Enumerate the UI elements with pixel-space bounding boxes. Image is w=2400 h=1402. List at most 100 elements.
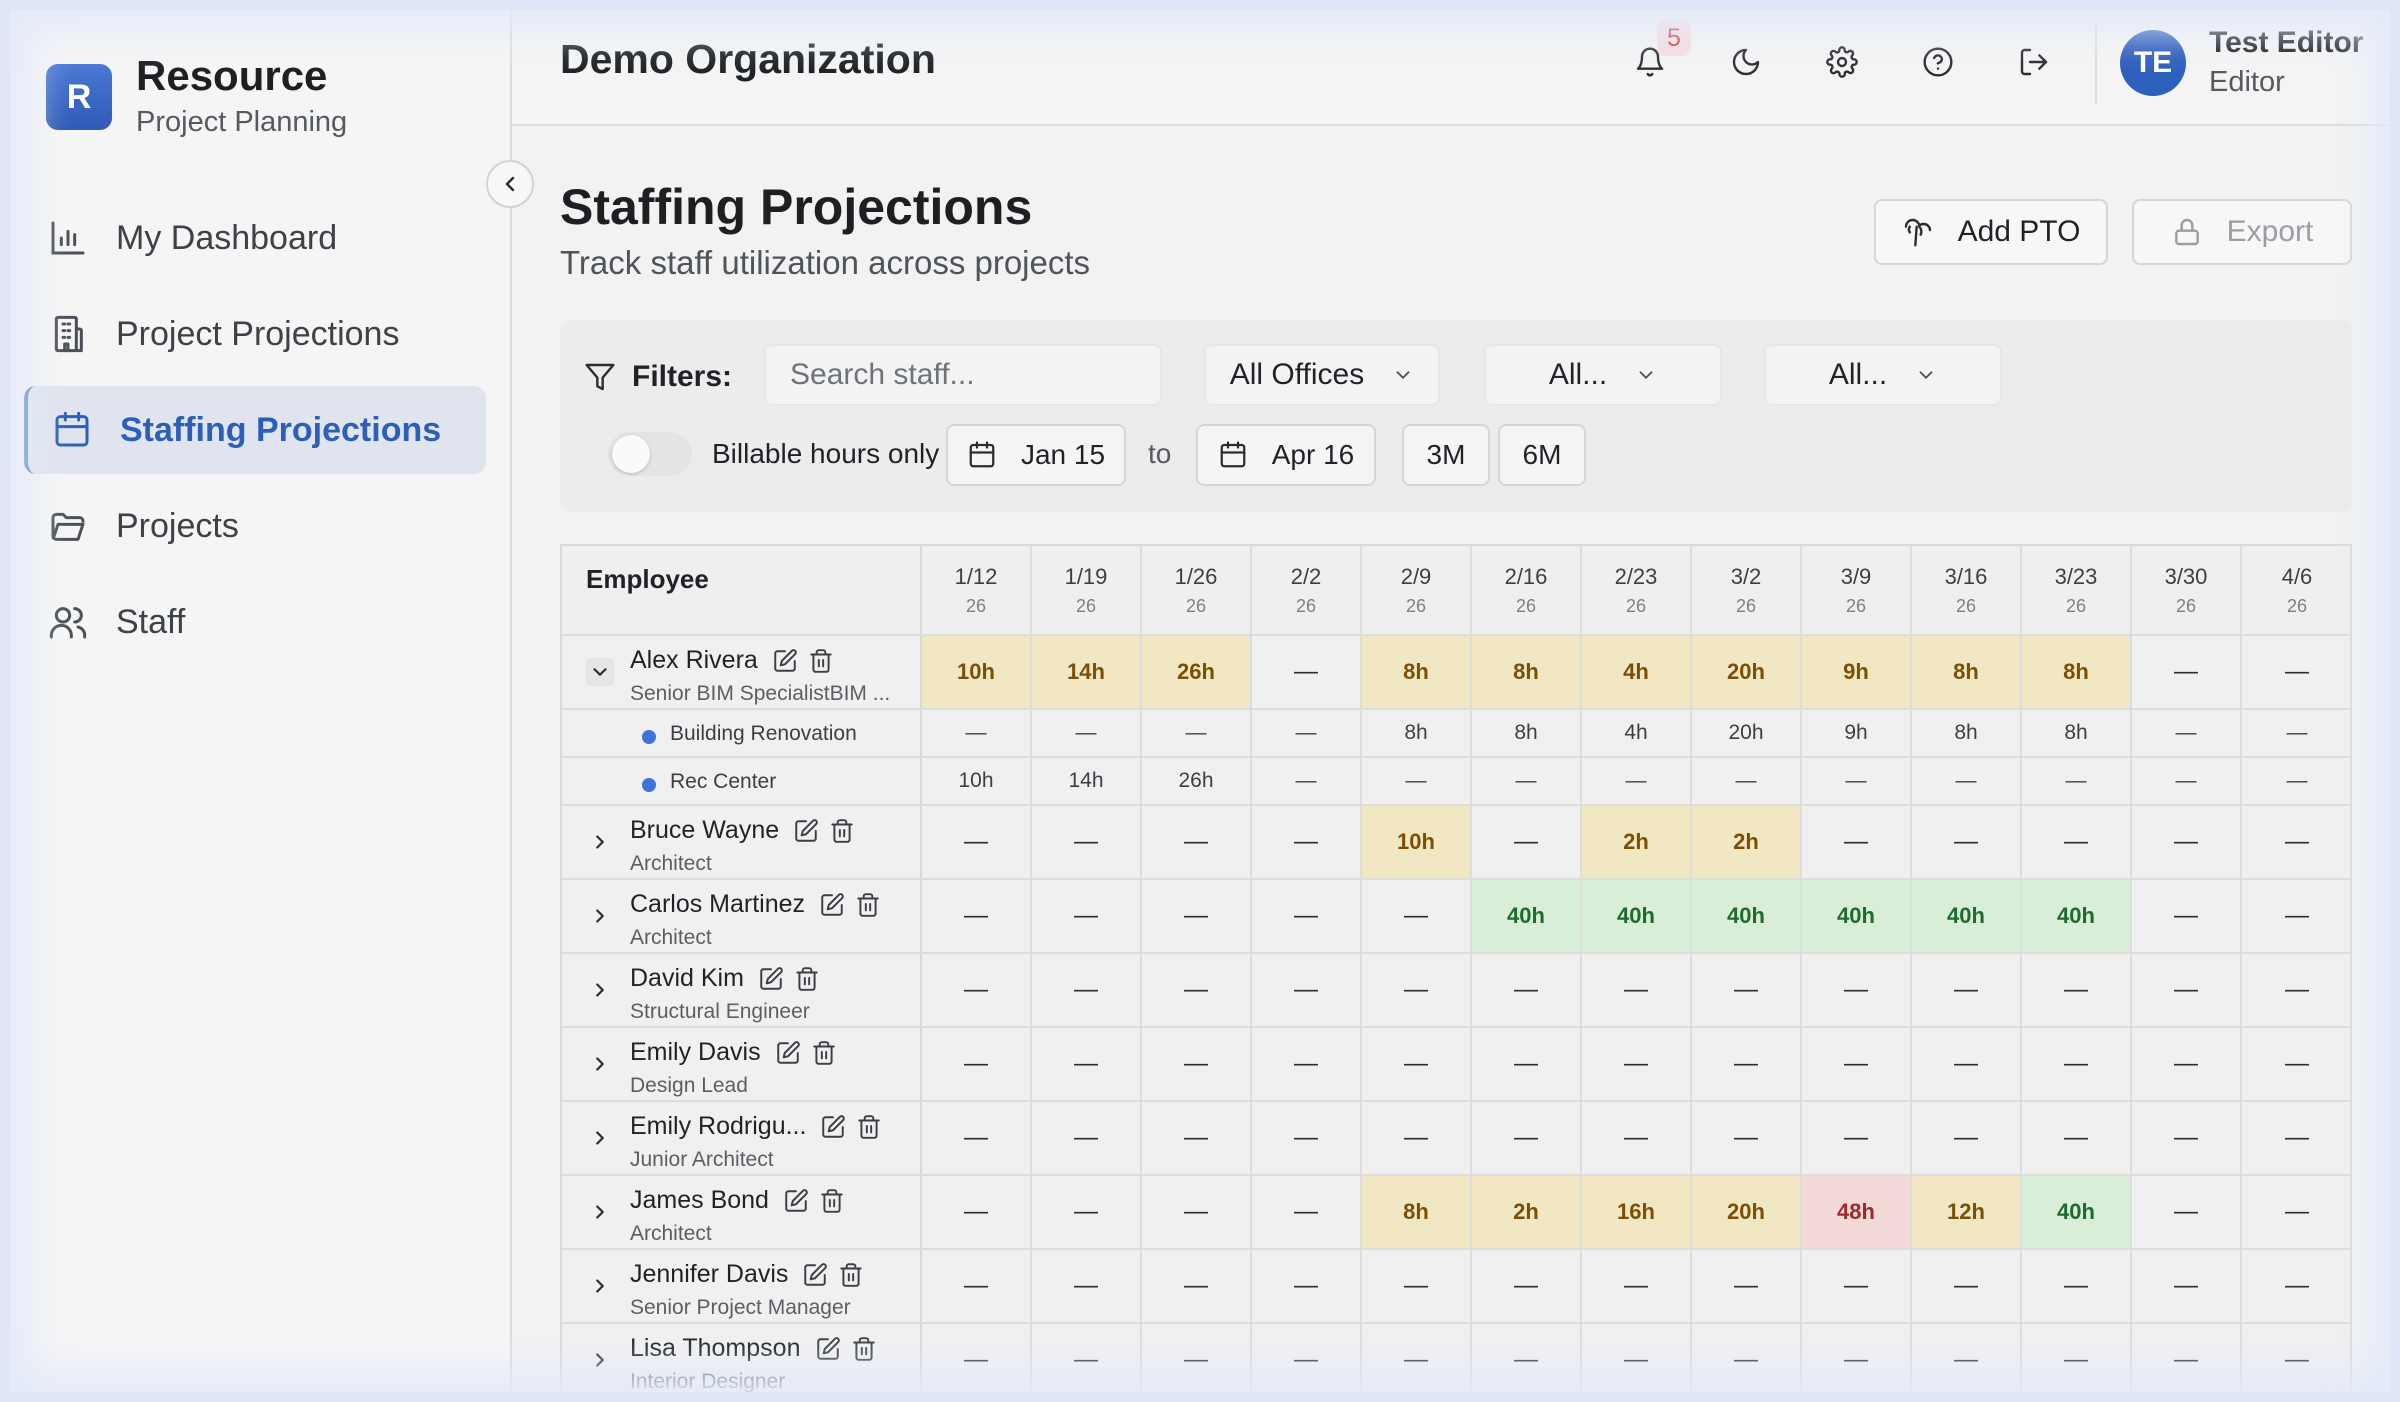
hours-cell[interactable]: — <box>1252 1324 1362 1396</box>
employee-name[interactable]: Alex Rivera <box>630 646 758 674</box>
trash-icon[interactable] <box>854 1112 884 1142</box>
sidebar-item-projects[interactable]: Projects <box>24 482 486 570</box>
hours-cell[interactable]: 8h <box>1472 710 1582 756</box>
hours-cell[interactable]: — <box>2132 880 2242 952</box>
hours-cell[interactable]: — <box>922 1250 1032 1322</box>
employee-name[interactable]: Lisa Thompson <box>630 1334 801 1362</box>
edit-icon[interactable] <box>756 964 786 994</box>
hours-cell[interactable]: 9h <box>1802 636 1912 708</box>
hours-cell[interactable]: — <box>1032 954 1142 1026</box>
hours-cell[interactable]: 14h <box>1032 636 1142 708</box>
hours-cell[interactable]: — <box>2022 1324 2132 1396</box>
hours-cell[interactable]: — <box>1472 1102 1582 1174</box>
hours-cell[interactable]: — <box>1032 1028 1142 1100</box>
hours-cell[interactable]: — <box>2132 758 2242 804</box>
hours-cell[interactable]: — <box>1362 1250 1472 1322</box>
hours-cell[interactable]: — <box>2132 636 2242 708</box>
hours-cell[interactable]: — <box>922 954 1032 1026</box>
hours-cell[interactable]: — <box>1032 1324 1142 1396</box>
trash-icon[interactable] <box>836 1260 866 1290</box>
hours-cell[interactable]: — <box>2285 976 2309 1003</box>
hours-cell[interactable]: — <box>1362 954 1472 1026</box>
hours-cell[interactable]: — <box>1912 954 2022 1026</box>
hours-cell[interactable]: — <box>1912 1324 2022 1396</box>
hours-cell[interactable]: — <box>1912 758 2022 804</box>
hours-cell[interactable]: — <box>1582 954 1692 1026</box>
filter-select-2[interactable]: All... <box>1484 344 1722 406</box>
week-column-header[interactable]: 1/26 26 <box>1142 546 1252 634</box>
hours-cell[interactable]: — <box>2022 1102 2132 1174</box>
week-column-header[interactable]: 1/19 26 <box>1032 546 1142 634</box>
hours-cell[interactable]: — <box>2132 1028 2242 1100</box>
hours-cell[interactable]: — <box>1472 1324 1582 1396</box>
hours-cell[interactable]: — <box>1802 1028 1912 1100</box>
hours-cell[interactable]: — <box>1692 1028 1802 1100</box>
hours-cell[interactable]: — <box>2132 1176 2242 1248</box>
edit-icon[interactable] <box>817 890 847 920</box>
employee-name[interactable]: Emily Rodrigu... <box>630 1112 807 1140</box>
week-column-header[interactable]: 3/16 26 <box>1912 546 2022 634</box>
hours-cell[interactable]: 26h <box>1142 636 1252 708</box>
hours-cell[interactable]: — <box>1582 1324 1692 1396</box>
hours-cell[interactable]: — <box>1362 880 1472 952</box>
hours-cell[interactable]: — <box>2285 1198 2309 1225</box>
hours-cell[interactable]: 8h <box>1912 636 2022 708</box>
hours-cell[interactable]: — <box>922 1102 1032 1174</box>
hours-cell[interactable]: — <box>1362 1324 1472 1396</box>
hours-cell[interactable]: — <box>1032 1250 1142 1322</box>
hours-cell[interactable]: — <box>2132 710 2242 756</box>
hours-cell[interactable]: 26h <box>1142 758 1252 804</box>
theme-toggle-button[interactable] <box>1724 40 1768 84</box>
expand-toggle-button[interactable] <box>586 1198 614 1226</box>
hours-cell[interactable]: — <box>922 710 1032 756</box>
hours-cell[interactable]: — <box>1802 1102 1912 1174</box>
export-button[interactable]: Export <box>2132 199 2352 265</box>
range-3m-button[interactable]: 3M <box>1402 424 1490 486</box>
sidebar-item-staffing-projections[interactable]: Staffing Projections <box>24 386 486 474</box>
hours-cell[interactable]: — <box>1692 1324 1802 1396</box>
search-input[interactable]: Search staff... <box>764 344 1162 406</box>
expand-toggle-button[interactable] <box>586 1272 614 1300</box>
hours-cell[interactable]: 20h <box>1692 636 1802 708</box>
hours-cell[interactable]: — <box>2285 1050 2309 1077</box>
hours-cell[interactable]: — <box>1472 1250 1582 1322</box>
hours-cell[interactable]: — <box>1362 1102 1472 1174</box>
hours-cell[interactable]: — <box>1142 1176 1252 1248</box>
office-select[interactable]: All Offices <box>1204 344 1440 406</box>
hours-cell[interactable]: 40h <box>2022 1176 2132 1248</box>
week-column-header[interactable]: 3/23 26 <box>2022 546 2132 634</box>
hours-cell[interactable]: — <box>1252 758 1362 804</box>
week-column-header[interactable]: 4/6 26 <box>2242 546 2350 634</box>
hours-cell[interactable]: — <box>922 806 1032 878</box>
employee-name[interactable]: Bruce Wayne <box>630 816 780 844</box>
edit-icon[interactable] <box>773 1038 803 1068</box>
hours-cell[interactable]: — <box>1362 1028 1472 1100</box>
hours-cell[interactable]: — <box>1472 1028 1582 1100</box>
expand-toggle-button[interactable] <box>586 828 614 856</box>
hours-cell[interactable]: 10h <box>1362 806 1472 878</box>
hours-cell[interactable]: — <box>1252 710 1362 756</box>
hours-cell[interactable]: 8h <box>1362 636 1472 708</box>
trash-icon[interactable] <box>853 890 883 920</box>
hours-cell[interactable]: 40h <box>1802 880 1912 952</box>
hours-cell[interactable]: — <box>2285 902 2309 929</box>
hours-cell[interactable]: 8h <box>1362 1176 1472 1248</box>
trash-icon[interactable] <box>827 816 857 846</box>
billable-toggle[interactable] <box>608 432 692 476</box>
help-button[interactable] <box>1916 40 1960 84</box>
edit-icon[interactable] <box>770 646 800 676</box>
hours-cell[interactable]: — <box>2132 1250 2242 1322</box>
edit-icon[interactable] <box>813 1334 843 1364</box>
employee-row[interactable]: Jennifer Davis Senior Project Manager — — — —… <box>562 1250 2350 1324</box>
hours-cell[interactable]: 14h <box>1032 758 1142 804</box>
edit-icon[interactable] <box>800 1260 830 1290</box>
hours-cell[interactable]: — <box>1032 710 1142 756</box>
week-column-header[interactable]: 2/23 26 <box>1582 546 1692 634</box>
hours-cell[interactable]: — <box>2132 1102 2242 1174</box>
week-column-header[interactable]: 1/12 26 <box>922 546 1032 634</box>
hours-cell[interactable]: — <box>2022 1028 2132 1100</box>
hours-cell[interactable]: — <box>1802 758 1912 804</box>
hours-cell[interactable]: — <box>2132 1324 2242 1396</box>
hours-cell[interactable]: — <box>1032 880 1142 952</box>
hours-cell[interactable]: 40h <box>1912 880 2022 952</box>
